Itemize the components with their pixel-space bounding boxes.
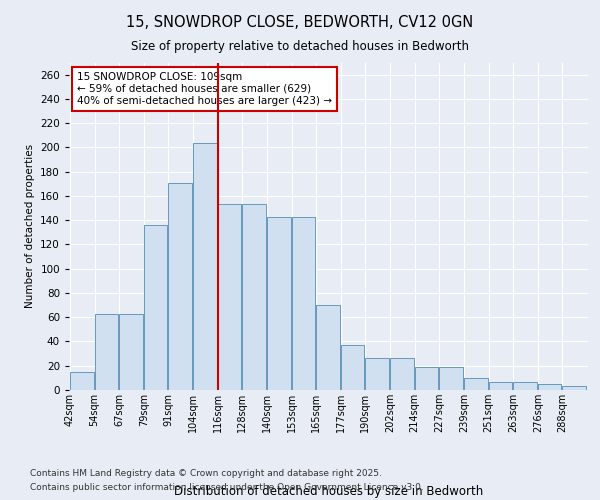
Bar <box>242 204 266 390</box>
Bar <box>341 345 364 390</box>
Bar <box>193 142 217 390</box>
Text: Size of property relative to detached houses in Bedworth: Size of property relative to detached ho… <box>131 40 469 53</box>
Bar <box>267 216 290 390</box>
Bar <box>488 382 512 390</box>
Bar <box>218 204 241 390</box>
Bar <box>95 314 118 390</box>
Bar <box>415 367 439 390</box>
Bar <box>538 384 562 390</box>
Bar <box>70 372 94 390</box>
Bar <box>316 305 340 390</box>
Text: 15, SNOWDROP CLOSE, BEDWORTH, CV12 0GN: 15, SNOWDROP CLOSE, BEDWORTH, CV12 0GN <box>127 15 473 30</box>
Bar <box>169 182 192 390</box>
Bar <box>562 386 586 390</box>
Bar <box>513 382 537 390</box>
Text: Contains HM Land Registry data © Crown copyright and database right 2025.: Contains HM Land Registry data © Crown c… <box>30 468 382 477</box>
Text: 15 SNOWDROP CLOSE: 109sqm
← 59% of detached houses are smaller (629)
40% of semi: 15 SNOWDROP CLOSE: 109sqm ← 59% of detac… <box>77 72 332 106</box>
Bar <box>464 378 488 390</box>
Bar <box>119 314 143 390</box>
Bar <box>365 358 389 390</box>
Bar <box>292 216 315 390</box>
Bar <box>439 367 463 390</box>
X-axis label: Distribution of detached houses by size in Bedworth: Distribution of detached houses by size … <box>174 485 483 498</box>
Bar <box>144 225 167 390</box>
Text: Contains public sector information licensed under the Open Government Licence v3: Contains public sector information licen… <box>30 484 424 492</box>
Bar <box>390 358 414 390</box>
Y-axis label: Number of detached properties: Number of detached properties <box>25 144 35 308</box>
